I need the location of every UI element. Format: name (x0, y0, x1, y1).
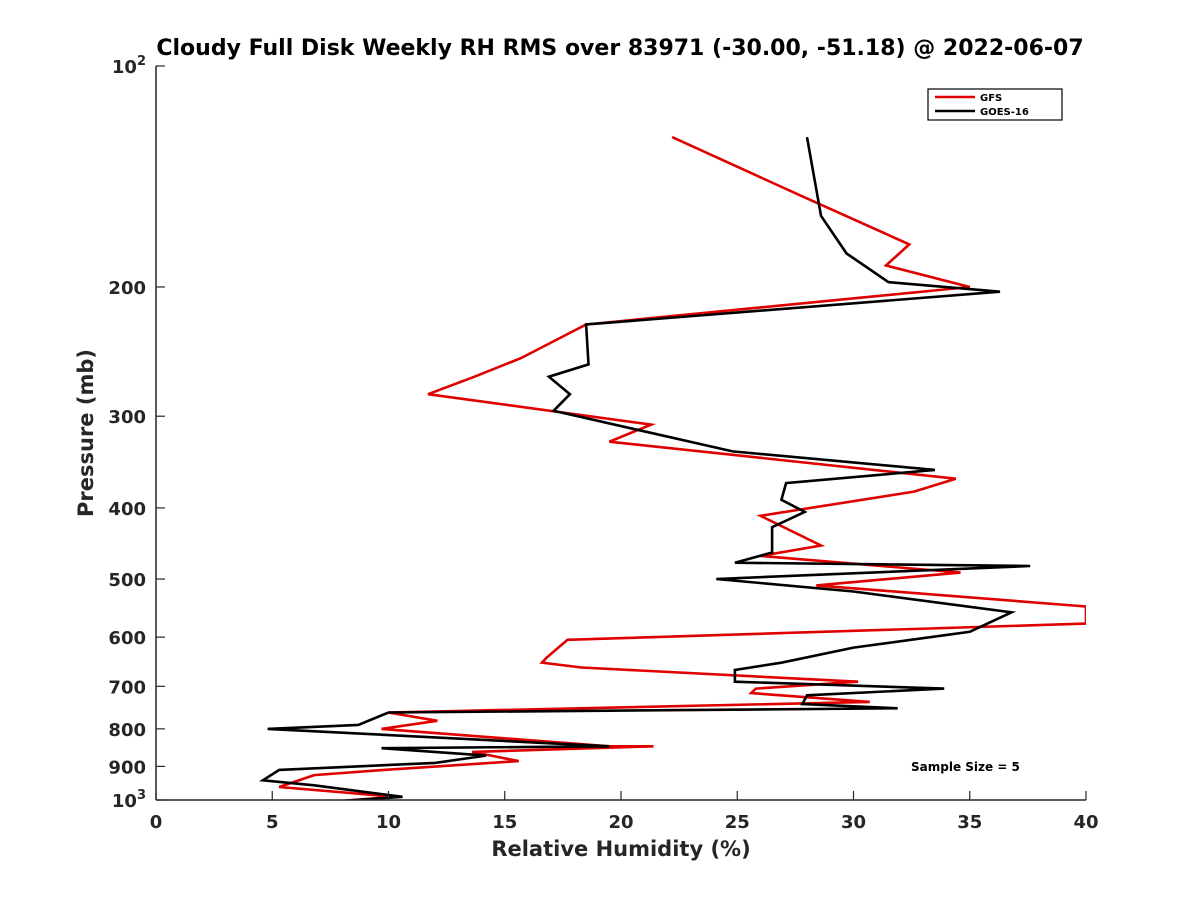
chart-title: Cloudy Full Disk Weekly RH RMS over 8397… (156, 36, 1083, 61)
y-tick-label: 800 (108, 720, 146, 741)
x-tick-label: 20 (608, 812, 633, 833)
x-tick-label: 35 (957, 812, 982, 833)
y-tick-label: 600 (108, 628, 146, 649)
legend-label-gfs: GFS (980, 93, 1002, 104)
x-tick-label: 30 (841, 812, 866, 833)
x-tick-label: 5 (266, 812, 279, 833)
x-axis-label: Relative Humidity (%) (491, 837, 750, 861)
series-line-gfs (278, 135, 1086, 800)
x-tick-label: 10 (376, 812, 401, 833)
x-tick-label: 40 (1073, 812, 1098, 833)
x-tick-label: 0 (150, 812, 163, 833)
legend: GFS GOES-16 (927, 88, 1063, 121)
y-tick-label: 103 (112, 788, 146, 812)
y-tick-label: 900 (108, 757, 146, 778)
y-tick-label: 300 (108, 407, 146, 428)
x-tick-label: 25 (725, 812, 750, 833)
series-line-goes16 (259, 136, 1031, 800)
y-axis-label: Pressure (mb) (74, 349, 98, 517)
y-tick-label: 700 (108, 677, 146, 698)
y-tick-label: 400 (108, 499, 146, 520)
x-tick-label: 15 (492, 812, 517, 833)
y-tick-label: 500 (108, 570, 146, 591)
y-tick-label: 200 (108, 278, 146, 299)
axes-layer: 0 5 10 15 20 25 30 35 40 102 200 300 400 500 600 700 800… (108, 54, 1098, 833)
legend-label-goes16: GOES-16 (980, 107, 1029, 118)
series-layer (259, 135, 1086, 800)
legend-box (927, 88, 1063, 121)
y-tick-label: 102 (112, 54, 146, 78)
sample-size-annotation: Sample Size = 5 (911, 760, 1020, 774)
